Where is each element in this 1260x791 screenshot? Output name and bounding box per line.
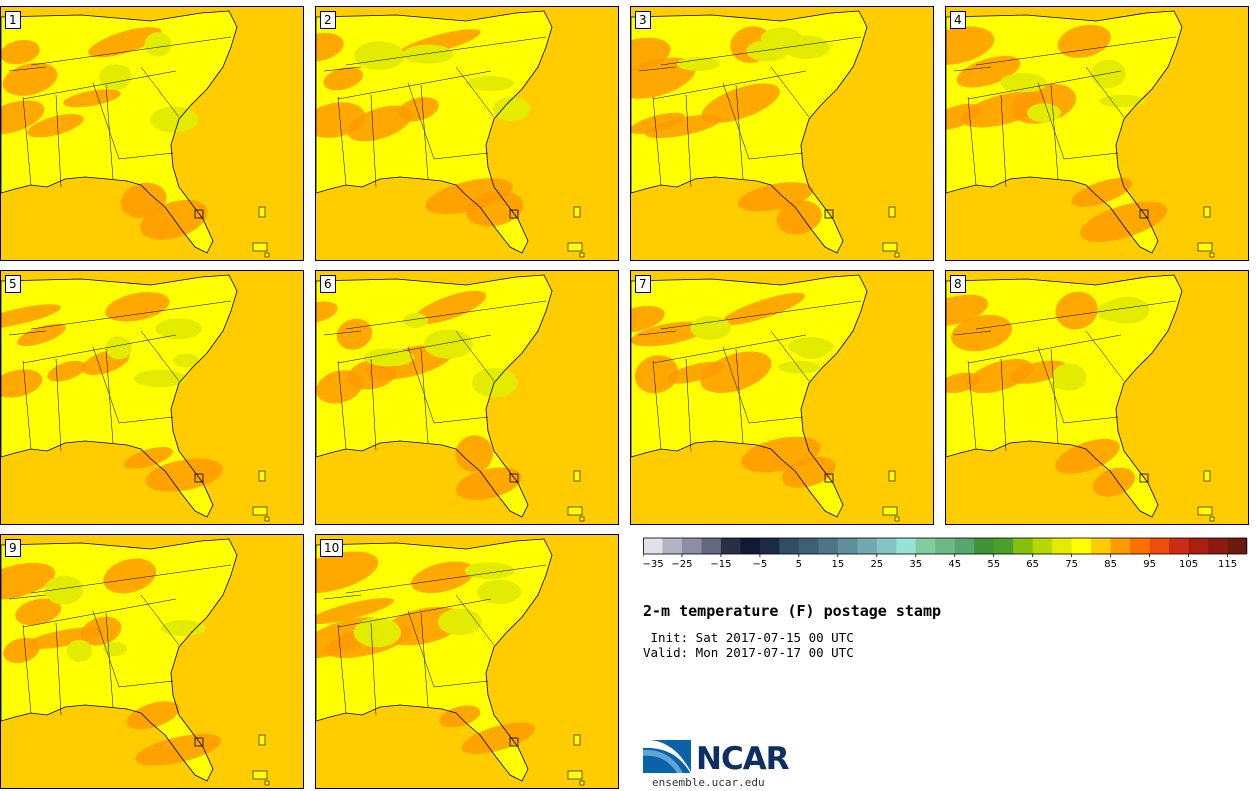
colorbar-tick-label: 25 bbox=[870, 559, 883, 570]
member-panel: 7 bbox=[630, 270, 934, 525]
init-time: Init: Sat 2017-07-15 00 UTC bbox=[643, 630, 854, 645]
colorbar-tick-label: 105 bbox=[1179, 559, 1198, 570]
colorbar-swatch bbox=[954, 538, 975, 554]
colorbar-tick-label: 75 bbox=[1065, 559, 1078, 570]
colorbar-tick-label: 15 bbox=[831, 559, 844, 570]
colorbar-swatch bbox=[935, 538, 956, 554]
colorbar-swatch bbox=[1071, 538, 1092, 554]
member-number: 5 bbox=[5, 275, 21, 293]
member-number: 2 bbox=[320, 11, 336, 29]
colorbar-swatch bbox=[681, 538, 702, 554]
colorbar-swatch bbox=[818, 538, 839, 554]
member-number: 9 bbox=[5, 539, 21, 557]
temperature-map bbox=[1, 274, 270, 522]
member-panel: 8 bbox=[945, 270, 1249, 525]
member-number: 1 bbox=[5, 11, 21, 29]
member-panel: 3 bbox=[630, 6, 934, 261]
colorbar-tick-label: −15 bbox=[710, 559, 731, 570]
colorbar-tick-label: 55 bbox=[987, 559, 1000, 570]
colorbar-swatch bbox=[643, 538, 663, 554]
colorbar-swatch bbox=[974, 538, 995, 554]
colorbar-swatch bbox=[1052, 538, 1072, 554]
ncar-logo-icon bbox=[643, 739, 691, 774]
colorbar-tick-label: 95 bbox=[1143, 559, 1156, 570]
member-number: 3 bbox=[635, 11, 651, 29]
member-number: 8 bbox=[950, 275, 966, 293]
member-number: 4 bbox=[950, 11, 966, 29]
member-number: 10 bbox=[320, 539, 344, 557]
colorbar-swatch bbox=[662, 538, 683, 554]
logo-wordmark: NCAR bbox=[696, 741, 790, 777]
colorbar-tick-label: 35 bbox=[909, 559, 922, 570]
colorbar-swatch bbox=[857, 538, 878, 554]
member-panel: 6 bbox=[315, 270, 619, 525]
temperature-colorbar: −35 −25 −15 −5 5 15 25 35 45 55 65 75 85 95 105 115 bbox=[643, 537, 1248, 570]
colorbar-swatch bbox=[1169, 538, 1189, 554]
colorbar-swatch bbox=[993, 538, 1014, 554]
colorbar-swatch bbox=[1091, 538, 1111, 554]
colorbar-swatch bbox=[701, 538, 722, 554]
colorbar-tick-label: 115 bbox=[1218, 559, 1237, 570]
member-panel: 10 bbox=[315, 534, 619, 789]
colorbar-swatch bbox=[915, 538, 936, 554]
temperature-map bbox=[1, 538, 270, 786]
colorbar-swatch bbox=[1227, 538, 1248, 554]
temperature-map bbox=[1, 10, 270, 258]
temperature-map bbox=[631, 274, 900, 522]
colorbar-swatch bbox=[1013, 538, 1033, 554]
logo-url: ensemble.ucar.edu bbox=[652, 776, 765, 789]
temperature-map bbox=[946, 10, 1215, 258]
colorbar-swatch bbox=[1149, 538, 1170, 554]
temperature-map bbox=[631, 10, 900, 258]
member-panel: 1 bbox=[0, 6, 304, 261]
colorbar-swatch bbox=[1110, 538, 1131, 554]
temperature-map bbox=[316, 538, 585, 786]
valid-time: Valid: Mon 2017-07-17 00 UTC bbox=[643, 645, 854, 660]
colorbar-swatch bbox=[798, 538, 819, 554]
colorbar-swatch bbox=[759, 538, 780, 554]
colorbar-swatch bbox=[1130, 538, 1150, 554]
member-panel: 4 bbox=[945, 6, 1249, 261]
colorbar-tick-label: 45 bbox=[948, 559, 961, 570]
colorbar-swatch bbox=[1188, 538, 1209, 554]
colorbar-swatch bbox=[1208, 538, 1228, 554]
member-panel: 9 bbox=[0, 534, 304, 789]
colorbar-swatch bbox=[779, 538, 800, 554]
colorbar-tick-label: −25 bbox=[671, 559, 692, 570]
colorbar-swatch bbox=[837, 538, 858, 554]
temperature-map bbox=[316, 274, 585, 522]
colorbar-swatch bbox=[876, 538, 897, 554]
member-number: 6 bbox=[320, 275, 336, 293]
colorbar-tick-label: 5 bbox=[796, 559, 802, 570]
temperature-map bbox=[946, 274, 1215, 522]
member-panel: 5 bbox=[0, 270, 304, 525]
member-panel: 2 bbox=[315, 6, 619, 261]
colorbar-swatch bbox=[740, 538, 761, 554]
colorbar-swatch bbox=[1032, 538, 1053, 554]
colorbar-swatch bbox=[896, 538, 917, 554]
colorbar-tick-label: 85 bbox=[1104, 559, 1117, 570]
chart-title: 2-m temperature (F) postage stamp bbox=[643, 602, 942, 620]
colorbar-tick-label: −5 bbox=[753, 559, 768, 570]
temperature-map bbox=[316, 10, 585, 258]
member-number: 7 bbox=[635, 275, 651, 293]
colorbar-tick-label: −35 bbox=[643, 559, 664, 570]
colorbar-tick-label: 65 bbox=[1026, 559, 1039, 570]
colorbar-swatch bbox=[720, 538, 741, 554]
